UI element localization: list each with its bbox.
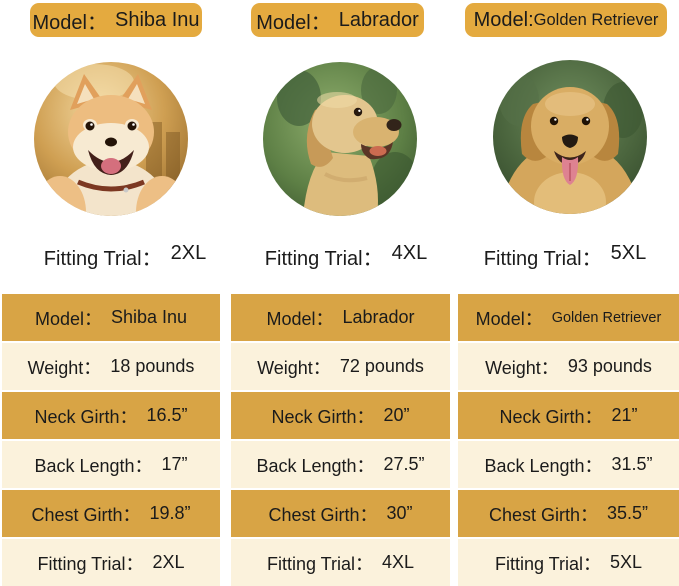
table-row: Back Length： 31.5” [458, 439, 679, 488]
fitting-trial-label: Fitting Trial： [483, 248, 602, 270]
model-header-value: Shiba Inu [114, 8, 200, 31]
table-row: Chest Girth： 35.5” [458, 488, 679, 537]
row-label: Fitting Trial： [37, 553, 144, 574]
fitting-trial-caption-golden: Fitting Trial： 5XL [484, 242, 646, 271]
table-row: Model： Labrador [231, 294, 450, 341]
fitting-trial-label: Fitting Trial： [43, 248, 162, 270]
table-row: Weight： 72 pounds [231, 341, 450, 390]
model-header-label: Model: [473, 8, 534, 31]
row-value: 2XL [152, 552, 185, 572]
golden-retriever-illustration [493, 60, 647, 214]
fitting-trial-caption-shiba: Fitting Trial： 2XL [44, 242, 206, 271]
table-row: Model： Golden Retriever [458, 294, 679, 341]
row-label: Model： [266, 308, 334, 329]
row-value: 19.8” [149, 503, 191, 523]
row-label: Neck Girth： [34, 406, 138, 427]
row-value: 16.5” [146, 405, 188, 425]
row-value: 31.5” [611, 454, 653, 474]
row-value: 72 pounds [339, 356, 424, 376]
table-row: Neck Girth： 20” [231, 390, 450, 439]
table-row: Back Length： 17” [2, 439, 220, 488]
model-header-golden: Model: Golden Retriever [465, 3, 667, 37]
fitting-trial-value: 5XL [610, 242, 647, 264]
fitting-trial-value: 4XL [391, 242, 428, 264]
model-header-label: Model： [32, 11, 107, 34]
row-value: 4XL [382, 552, 415, 572]
shiba-inu-photo [34, 62, 188, 216]
row-value: Labrador [342, 307, 415, 327]
row-value: 5XL [610, 552, 643, 572]
fitting-trial-value: 2XL [170, 242, 207, 264]
table-row: Chest Girth： 19.8” [2, 488, 220, 537]
model-header-value: Golden Retriever [533, 10, 659, 29]
table-row: Chest Girth： 30” [231, 488, 450, 537]
table-row: Back Length： 27.5” [231, 439, 450, 488]
table-row: Weight： 93 pounds [458, 341, 679, 390]
row-label: Model： [34, 308, 102, 329]
fitting-trial-caption-labrador: Fitting Trial： 4XL [265, 242, 427, 271]
row-label: Chest Girth： [268, 504, 378, 525]
row-value: 20” [383, 405, 410, 425]
row-value: 30” [386, 503, 413, 523]
model-header-value: Labrador [338, 8, 419, 31]
row-label: Chest Girth： [488, 504, 598, 525]
row-value: 93 pounds [567, 356, 652, 376]
row-label: Fitting Trial： [494, 553, 601, 574]
row-value: 27.5” [383, 454, 425, 474]
row-label: Neck Girth： [499, 406, 603, 427]
row-value: 21” [611, 405, 638, 425]
table-row: Weight： 18 pounds [2, 341, 220, 390]
golden-retriever-photo [493, 60, 647, 214]
shiba-inu-illustration [34, 62, 188, 216]
row-value: 18 pounds [110, 356, 195, 376]
size-table-shiba: Model： Shiba Inu Weight： 18 pounds Neck … [2, 294, 220, 586]
table-row: Fitting Trial： 4XL [231, 537, 450, 586]
table-row: Fitting Trial： 2XL [2, 537, 220, 586]
fitting-trial-label: Fitting Trial： [264, 248, 383, 270]
row-value: 17” [161, 454, 188, 474]
row-value: Golden Retriever [551, 309, 662, 326]
size-table-golden: Model： Golden Retriever Weight： 93 pound… [458, 294, 679, 586]
labrador-illustration [263, 62, 417, 216]
row-label: Weight： [27, 357, 102, 378]
model-header-label: Model： [256, 11, 331, 34]
row-label: Weight： [257, 357, 331, 378]
row-value: 35.5” [607, 503, 649, 523]
size-table-labrador: Model： Labrador Weight： 72 pounds Neck G… [231, 294, 450, 586]
model-header-labrador: Model： Labrador [251, 3, 424, 37]
row-label: Back Length： [256, 455, 375, 476]
row-label: Neck Girth： [271, 406, 375, 427]
row-label: Model： [475, 308, 543, 329]
row-label: Weight： [485, 357, 559, 378]
table-row: Neck Girth： 21” [458, 390, 679, 439]
row-value: Shiba Inu [110, 307, 188, 327]
table-row: Model： Shiba Inu [2, 294, 220, 341]
model-header-shiba: Model： Shiba Inu [30, 3, 202, 37]
row-label: Back Length： [34, 455, 153, 476]
table-row: Fitting Trial： 5XL [458, 537, 679, 586]
row-label: Chest Girth： [31, 504, 141, 525]
labrador-photo [263, 62, 417, 216]
table-row: Neck Girth： 16.5” [2, 390, 220, 439]
row-label: Fitting Trial： [266, 553, 373, 574]
row-label: Back Length： [484, 455, 603, 476]
